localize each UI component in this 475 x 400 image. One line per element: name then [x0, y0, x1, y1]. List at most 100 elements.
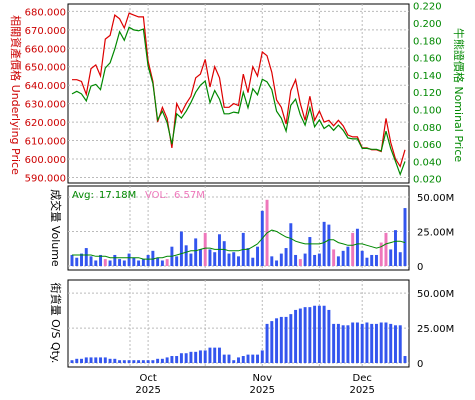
outstanding-bar — [265, 323, 269, 363]
volume-bar — [132, 257, 136, 266]
avg-legend-value: 17.18M — [99, 190, 136, 201]
volume-bar — [365, 257, 369, 266]
outstanding-bar — [370, 323, 374, 363]
outstanding-bar — [103, 357, 107, 363]
right-tick-label: 0.180 — [413, 36, 442, 47]
outstanding-bar — [165, 357, 169, 363]
outstanding-bar — [141, 360, 145, 363]
outstanding-bar — [151, 360, 155, 363]
volume-bar — [360, 250, 364, 266]
outstanding-bar — [270, 321, 274, 363]
outstanding-bar — [327, 309, 331, 363]
volume-bar — [403, 208, 407, 266]
volume-bar — [298, 259, 302, 266]
volume-bar — [108, 260, 112, 266]
right-axis-title: 牛熊證價格 Nominal Price — [452, 28, 466, 163]
volume-bar — [89, 256, 93, 266]
outstanding-bar — [256, 354, 260, 363]
right-tick-label: 0.220 — [413, 2, 442, 13]
volume-bar — [398, 252, 402, 266]
volume-bar — [122, 260, 126, 266]
outstanding-bar — [222, 354, 226, 363]
outstanding-bar — [217, 347, 221, 363]
outstanding-bar — [374, 323, 378, 363]
volume-bar — [346, 246, 350, 266]
left-tick-label: 640.000 — [25, 81, 66, 92]
outstanding-bar — [227, 354, 231, 363]
volume-bar — [237, 256, 240, 266]
outstanding-bar — [365, 322, 369, 363]
outstanding-bar — [346, 325, 350, 363]
volume-bar — [370, 254, 374, 266]
x-tick-year: 2025 — [250, 385, 275, 396]
price-panel: 590.000 600.000 610.000 620.000 630.000 640.0… — [9, 2, 466, 186]
volume-bar — [303, 253, 307, 266]
volume-bar — [189, 253, 193, 266]
outstanding-bar — [70, 360, 74, 363]
outstanding-bar — [189, 351, 193, 363]
x-tick-month: Dec — [353, 373, 372, 384]
outstanding-bar — [232, 360, 236, 363]
left-tick-label: 600.000 — [25, 155, 66, 166]
left-tick-label: 590.000 — [25, 173, 66, 184]
outstanding-bar — [146, 360, 150, 363]
volume-bar — [222, 241, 226, 266]
volume-bar — [160, 260, 164, 266]
volume-average-line — [72, 229, 406, 260]
outstanding-bar — [99, 357, 103, 363]
volume-tick-label: 25.00M — [417, 228, 454, 239]
volume-bar — [379, 242, 383, 266]
outstanding-bar — [246, 354, 250, 363]
left-tick-label: 610.000 — [25, 137, 66, 148]
right-tick-label: 0.160 — [413, 54, 442, 65]
volume-bar — [322, 221, 326, 266]
outstanding-bar — [156, 358, 160, 363]
volume-bar — [127, 253, 131, 266]
outstanding-bar — [394, 325, 397, 363]
right-tick-label: 0.060 — [413, 140, 442, 151]
volume-bar — [165, 259, 169, 266]
outstanding-bar — [317, 305, 321, 363]
volume-bar — [394, 230, 397, 266]
vol-legend-value: 6.57M — [174, 190, 205, 201]
right-tick-label: 0.200 — [413, 19, 442, 30]
right-tick-label: 0.120 — [413, 88, 442, 99]
volume-bar — [308, 237, 312, 266]
outstanding-bar — [360, 323, 364, 363]
outstanding-bar — [94, 357, 98, 363]
volume-panel: 0 25.00M 50.00M Avg: 17.18M VOL: 6.57M 成交量 Volu… — [49, 185, 454, 273]
volume-bar — [184, 245, 188, 266]
left-tick-label: 630.000 — [25, 100, 66, 111]
volume-bar — [279, 253, 283, 266]
outstanding-bar — [208, 347, 212, 363]
outstanding-bar — [313, 305, 317, 363]
volume-bar — [80, 253, 83, 266]
x-tick-year: 2025 — [349, 385, 374, 396]
volume-bar — [146, 254, 150, 266]
outstanding-bar — [284, 316, 288, 363]
outstanding-bar — [355, 322, 359, 363]
left-tick-label: 650.000 — [25, 63, 66, 74]
volume-bar — [208, 249, 212, 266]
outstanding-bar — [241, 356, 245, 363]
volume-bar — [194, 238, 198, 266]
volume-bar — [70, 254, 74, 266]
volume-bar — [232, 252, 236, 266]
outstanding-bar — [108, 358, 112, 363]
volume-bar — [317, 253, 321, 266]
volume-bar — [151, 250, 155, 266]
volume-bar — [198, 249, 202, 266]
volume-bar — [270, 256, 274, 266]
volume-bar — [203, 232, 207, 266]
right-tick-label: 0.100 — [413, 105, 442, 116]
avg-legend-label: Avg: — [72, 190, 94, 201]
outstanding-bar — [80, 358, 83, 363]
outstanding-bar — [379, 322, 383, 363]
volume-bar — [256, 246, 260, 266]
outstanding-bar — [198, 350, 202, 363]
volume-bar — [355, 228, 359, 266]
volume-bar — [246, 248, 250, 266]
outstanding-bar — [260, 350, 264, 363]
volume-bar — [141, 259, 145, 266]
left-tick-label: 620.000 — [25, 118, 66, 129]
